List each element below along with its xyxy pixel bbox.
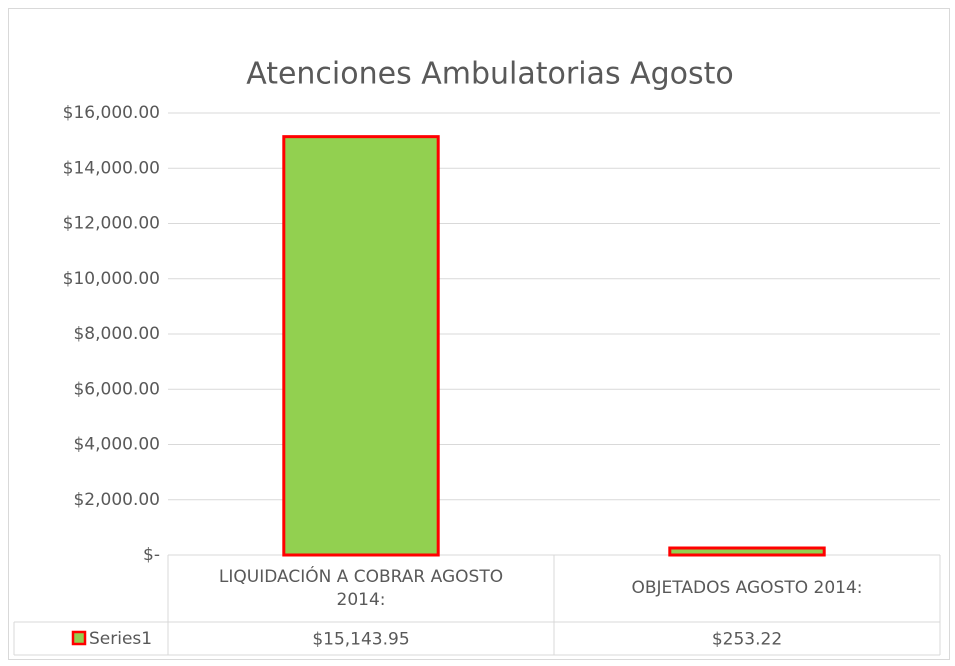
chart-title: Atenciones Ambulatorias Agosto bbox=[246, 57, 734, 92]
y-tick-label: $2,000.00 bbox=[73, 490, 160, 510]
y-tick-label: $10,000.00 bbox=[63, 269, 160, 289]
y-tick-label: $6,000.00 bbox=[73, 379, 160, 399]
table-value: $253.22 bbox=[712, 630, 782, 650]
y-tick-label: $14,000.00 bbox=[63, 158, 160, 178]
y-tick-label: $12,000.00 bbox=[63, 214, 160, 234]
table-value: $15,143.95 bbox=[312, 630, 409, 650]
x-tick-label-box: OBJETADOS AGOSTO 2014: bbox=[631, 578, 863, 599]
y-tick-label: $16,000.00 bbox=[63, 103, 160, 123]
x-tick-label-box: LIQUIDACIÓN A COBRAR AGOSTO 2014: bbox=[218, 567, 504, 610]
bar bbox=[282, 135, 440, 557]
x-tick-label: LIQUIDACIÓN A COBRAR AGOSTO 2014: bbox=[218, 567, 504, 610]
x-tick-label: OBJETADOS AGOSTO 2014: bbox=[631, 578, 863, 599]
y-tick-label: $8,000.00 bbox=[73, 324, 160, 344]
legend-key bbox=[71, 630, 87, 646]
bar bbox=[668, 546, 826, 557]
y-tick-label: $- bbox=[143, 545, 160, 565]
legend-label: Series1 bbox=[89, 629, 152, 649]
y-tick-label: $4,000.00 bbox=[73, 435, 160, 455]
